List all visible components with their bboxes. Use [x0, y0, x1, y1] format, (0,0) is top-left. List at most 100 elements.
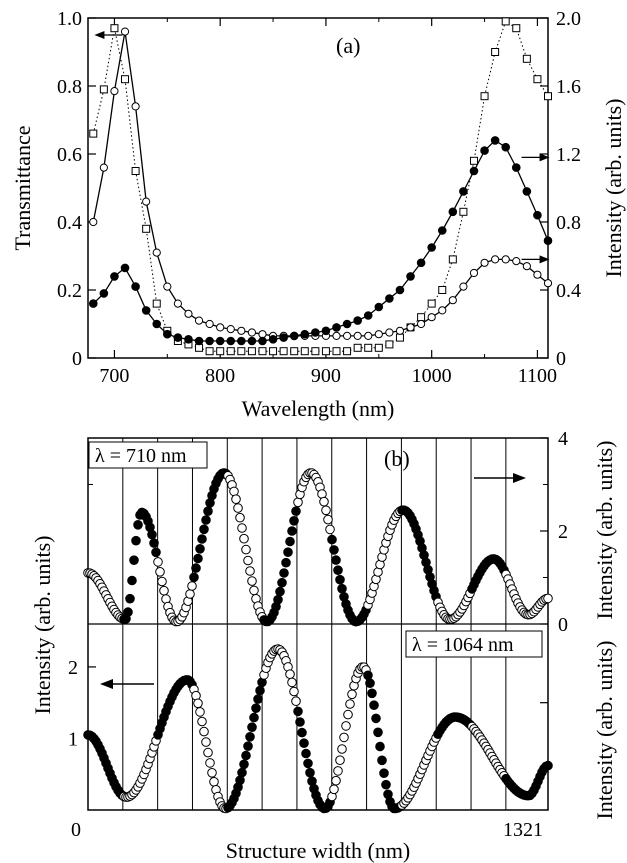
data-point-square	[121, 75, 130, 84]
data-point-filled-circle	[258, 336, 267, 346]
upper-intensity-point	[147, 529, 157, 540]
data-point-square	[417, 313, 426, 322]
upper-y-tick-label: 2	[558, 521, 568, 543]
upper-intensity-point	[125, 593, 135, 604]
upper-intensity-point	[249, 585, 259, 596]
data-point-square	[89, 129, 98, 138]
lower-intensity-point	[303, 758, 313, 769]
data-point-open-circle	[152, 248, 161, 257]
y-tick-label-left: 0.6	[57, 144, 82, 166]
panel-b-tag: (b)	[384, 446, 410, 471]
lower-intensity-point	[369, 700, 379, 711]
upper-y-tick-label: 4	[558, 428, 568, 450]
upper-intensity-point	[273, 594, 283, 605]
upper-intensity-point	[197, 534, 207, 544]
data-point-filled-circle	[152, 319, 162, 329]
upper-intensity-point	[157, 576, 167, 587]
data-point-filled-circle	[416, 258, 426, 268]
data-point-filled-circle	[363, 311, 373, 320]
data-point-filled-circle	[120, 263, 130, 273]
data-point-filled-circle	[226, 336, 236, 346]
panel-a: 700 800 900 1000 110000.20.40.60.81.000.40.8…	[10, 8, 626, 421]
upper-intensity-point	[277, 577, 287, 588]
upper-intensity-point	[199, 524, 209, 535]
data-point-filled-circle	[374, 302, 384, 312]
upper-intensity-point	[337, 583, 347, 594]
y-tick-label-left: 0.2	[57, 280, 82, 302]
upper-intensity-point	[293, 497, 303, 508]
panel-a-tag: (a)	[336, 33, 360, 58]
data-point-square	[448, 255, 457, 264]
data-point-filled-circle	[141, 306, 151, 315]
lower-intensity-point	[291, 696, 301, 707]
upper-intensity-point	[323, 514, 333, 525]
data-point-square	[427, 299, 436, 308]
data-point-filled-circle	[437, 226, 447, 235]
data-point-square	[491, 48, 500, 56]
lower-intensity-point	[299, 738, 309, 749]
lower-intensity-point	[207, 768, 217, 778]
data-point-filled-circle	[184, 335, 193, 344]
data-point-filled-circle	[480, 146, 489, 155]
panel-a-tick-labels: 700 800 900 1000 110000.20.40.60.81.000.40.8…	[57, 8, 581, 387]
data-point-open-circle	[480, 258, 489, 267]
data-point-square	[480, 92, 489, 101]
data-point-filled-circle	[215, 336, 225, 346]
panel-a-y-axis-title-left: Transmittance	[10, 125, 35, 250]
data-point-square	[321, 347, 330, 356]
lower-intensity-point	[305, 767, 315, 778]
data-point-open-circle	[427, 313, 436, 322]
lower-intensity-point	[365, 678, 375, 689]
data-point-open-circle	[247, 328, 257, 337]
data-point-open-circle	[522, 262, 531, 271]
upper-intensity-point	[319, 496, 329, 507]
lower-intensity-point	[201, 737, 211, 747]
upper-intensity-point	[287, 526, 297, 536]
y-tick-label-left: 0	[72, 348, 82, 370]
lower-intensity-point	[205, 758, 215, 768]
data-point-open-circle	[216, 323, 225, 332]
upper-intensity-point	[129, 555, 139, 566]
right-arrow-icon	[474, 473, 526, 483]
data-point-filled-circle	[88, 299, 98, 308]
lower-intensity-point	[251, 703, 261, 714]
arrow-head	[539, 255, 550, 264]
upper-intensity-point	[291, 506, 301, 517]
data-point-square	[152, 299, 161, 308]
data-point-open-circle	[395, 326, 405, 335]
data-point-open-circle	[491, 255, 500, 264]
upper-intensity-point	[189, 572, 199, 583]
upper-intensity-point	[327, 534, 337, 545]
upper-lambda-box	[88, 441, 208, 469]
data-point-square	[522, 54, 531, 63]
lower-intensity-point	[241, 750, 251, 761]
lower-intensity-point	[333, 766, 343, 776]
panel-a-series	[88, 17, 553, 356]
lower-intensity-point	[379, 768, 389, 779]
upper-intensity-point	[243, 555, 253, 566]
upper-intensity-point	[187, 581, 197, 591]
data-point-filled-circle	[163, 329, 172, 339]
data-point-open-circle	[226, 325, 235, 334]
upper-lambda-label: λ = 710 nm	[95, 445, 187, 467]
panel-b-series	[83, 468, 553, 814]
data-point-filled-circle	[459, 187, 468, 196]
data-point-square	[99, 85, 108, 94]
upper-intensity-point	[133, 520, 143, 530]
x-tick-label: 900	[311, 365, 341, 387]
x-tick-label: 1100	[518, 365, 557, 387]
data-point-filled-circle	[427, 243, 436, 252]
data-point-square	[269, 347, 278, 356]
upper-intensity-point	[289, 516, 299, 526]
upper-intensity-point	[239, 533, 249, 544]
upper-intensity-point	[235, 512, 245, 523]
upper-intensity-point	[335, 574, 345, 585]
upper-intensity-point	[131, 535, 141, 546]
upper-intensity-point	[195, 544, 205, 554]
data-point-open-circle	[417, 319, 426, 329]
upper-intensity-point	[151, 547, 161, 558]
y-tick-label-right: 0.4	[556, 280, 581, 302]
data-point-filled-circle	[268, 335, 278, 344]
x-tick-label: 1000	[412, 365, 452, 387]
data-point-open-circle	[469, 268, 479, 278]
